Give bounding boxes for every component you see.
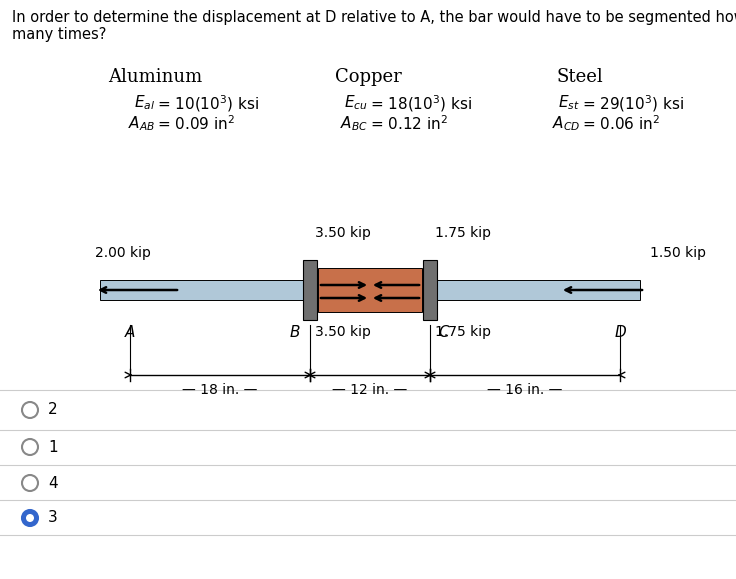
Text: = 0.09 in$^2$: = 0.09 in$^2$ <box>157 114 236 133</box>
Text: $A_{CD}$: $A_{CD}$ <box>551 114 580 133</box>
Polygon shape <box>100 280 308 300</box>
Text: 2.00 kip: 2.00 kip <box>95 246 151 260</box>
Circle shape <box>22 510 38 526</box>
Bar <box>423 260 437 320</box>
Text: $A_{AB}$: $A_{AB}$ <box>128 114 155 133</box>
Polygon shape <box>318 268 422 312</box>
Circle shape <box>22 402 38 418</box>
Text: = 18(10$^3$) ksi: = 18(10$^3$) ksi <box>370 93 473 113</box>
Bar <box>303 260 317 320</box>
Text: $E_{st}$: $E_{st}$ <box>559 93 580 112</box>
Text: Copper: Copper <box>335 68 401 86</box>
Text: = 0.06 in$^2$: = 0.06 in$^2$ <box>582 114 660 133</box>
Circle shape <box>26 514 34 522</box>
Text: $A_{BC}$: $A_{BC}$ <box>340 114 368 133</box>
Text: — 18 in. —: — 18 in. — <box>183 383 258 397</box>
Text: 1: 1 <box>48 439 57 455</box>
Text: 3: 3 <box>48 511 57 526</box>
Text: $E_{al}$: $E_{al}$ <box>134 93 155 112</box>
Text: = 29(10$^3$) ksi: = 29(10$^3$) ksi <box>582 93 684 113</box>
Text: = 0.12 in$^2$: = 0.12 in$^2$ <box>370 114 448 133</box>
Text: 1.75 kip: 1.75 kip <box>435 226 491 240</box>
Text: In order to determine the displacement at D relative to A, the bar would have to: In order to determine the displacement a… <box>12 10 736 42</box>
Text: = 10(10$^3$) ksi: = 10(10$^3$) ksi <box>157 93 259 113</box>
Circle shape <box>22 439 38 455</box>
Text: D: D <box>614 325 626 340</box>
Text: Aluminum: Aluminum <box>108 68 202 86</box>
Text: C: C <box>438 325 449 340</box>
Text: 3.50 kip: 3.50 kip <box>315 325 371 339</box>
Text: 2: 2 <box>48 402 57 417</box>
Text: 1.50 kip: 1.50 kip <box>650 246 706 260</box>
Text: $E_{cu}$: $E_{cu}$ <box>344 93 368 112</box>
Text: 1.75 kip: 1.75 kip <box>435 325 491 339</box>
Text: 3.50 kip: 3.50 kip <box>315 226 371 240</box>
Text: A: A <box>125 325 135 340</box>
Polygon shape <box>432 280 640 300</box>
Text: — 12 in. —: — 12 in. — <box>333 383 408 397</box>
Text: Steel: Steel <box>556 68 604 86</box>
Text: 4: 4 <box>48 475 57 490</box>
Circle shape <box>22 475 38 491</box>
Text: B: B <box>289 325 300 340</box>
Text: — 16 in. —: — 16 in. — <box>487 383 563 397</box>
